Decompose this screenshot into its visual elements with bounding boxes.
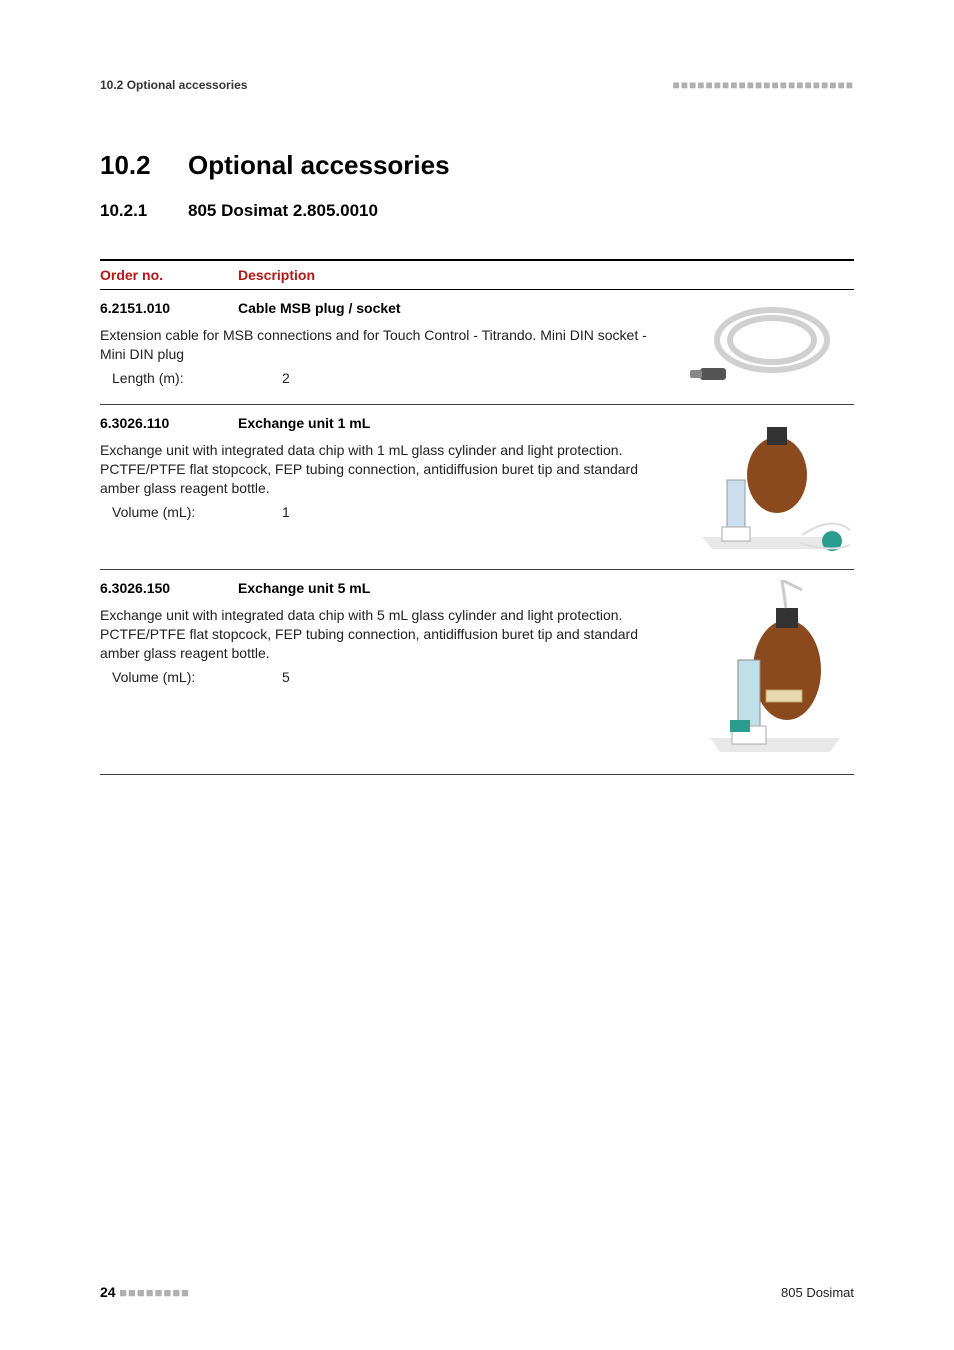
footer-ornament: ■■■■■■■■ bbox=[119, 1285, 190, 1300]
item-image bbox=[682, 580, 854, 760]
exchange-unit-image bbox=[682, 580, 854, 760]
item-title-row: 6.3026.110 Exchange unit 1 mL bbox=[100, 415, 668, 431]
spec-label: Volume (mL): bbox=[112, 504, 282, 520]
item-title-row: 6.3026.150 Exchange unit 5 mL bbox=[100, 580, 668, 596]
accessory-item: 6.3026.110 Exchange unit 1 mL Exchange u… bbox=[100, 405, 854, 570]
footer-doc-title: 805 Dosimat bbox=[781, 1285, 854, 1300]
page-number: 24 bbox=[100, 1284, 116, 1300]
order-number: 6.2151.010 bbox=[100, 300, 238, 316]
accessory-item: 6.3026.150 Exchange unit 5 mL Exchange u… bbox=[100, 570, 854, 775]
item-name: Exchange unit 1 mL bbox=[238, 415, 370, 431]
item-name: Exchange unit 5 mL bbox=[238, 580, 370, 596]
subsection-number: 10.2.1 bbox=[100, 201, 188, 221]
accessory-item: 6.2151.010 Cable MSB plug / socket Exten… bbox=[100, 290, 854, 405]
table-header-description: Description bbox=[238, 267, 315, 283]
running-head: 10.2 Optional accessories bbox=[100, 78, 247, 92]
cable-image bbox=[682, 300, 854, 390]
spec-label: Length (m): bbox=[112, 370, 282, 386]
item-description: Exchange unit with integrated data chip … bbox=[100, 606, 668, 663]
spec-value: 5 bbox=[282, 669, 290, 685]
item-spec: Volume (mL): 1 bbox=[100, 504, 668, 520]
table-header: Order no. Description bbox=[100, 259, 854, 290]
exchange-unit-image bbox=[682, 415, 854, 555]
item-title-row: 6.2151.010 Cable MSB plug / socket bbox=[100, 300, 668, 316]
item-description: Exchange unit with integrated data chip … bbox=[100, 441, 668, 498]
order-number: 6.3026.110 bbox=[100, 415, 238, 431]
section-number: 10.2 bbox=[100, 150, 188, 181]
subsection-title: 805 Dosimat 2.805.0010 bbox=[188, 201, 378, 221]
item-image bbox=[682, 415, 854, 555]
accessories-list: 6.2151.010 Cable MSB plug / socket Exten… bbox=[100, 290, 854, 775]
footer-left: 24 ■■■■■■■■ bbox=[100, 1284, 190, 1300]
section-title: Optional accessories bbox=[188, 150, 450, 181]
item-text-block: 6.3026.150 Exchange unit 5 mL Exchange u… bbox=[100, 580, 682, 685]
page-footer: 24 ■■■■■■■■ 805 Dosimat bbox=[100, 1284, 854, 1300]
page-header: 10.2 Optional accessories ■■■■■■■■■■■■■■… bbox=[100, 78, 854, 92]
subsection-heading: 10.2.1 805 Dosimat 2.805.0010 bbox=[100, 201, 854, 221]
spec-value: 2 bbox=[282, 370, 290, 386]
header-ornament: ■■■■■■■■■■■■■■■■■■■■■■ bbox=[673, 78, 854, 92]
order-number: 6.3026.150 bbox=[100, 580, 238, 596]
item-spec: Volume (mL): 5 bbox=[100, 669, 668, 685]
item-description: Extension cable for MSB connections and … bbox=[100, 326, 668, 364]
section-heading: 10.2 Optional accessories bbox=[100, 150, 854, 181]
table-header-order: Order no. bbox=[100, 267, 238, 283]
item-name: Cable MSB plug / socket bbox=[238, 300, 401, 316]
item-spec: Length (m): 2 bbox=[100, 370, 668, 386]
page: 10.2 Optional accessories ■■■■■■■■■■■■■■… bbox=[0, 0, 954, 1350]
spec-label: Volume (mL): bbox=[112, 669, 282, 685]
item-image bbox=[682, 300, 854, 390]
item-text-block: 6.3026.110 Exchange unit 1 mL Exchange u… bbox=[100, 415, 682, 520]
item-text-block: 6.2151.010 Cable MSB plug / socket Exten… bbox=[100, 300, 682, 386]
spec-value: 1 bbox=[282, 504, 290, 520]
